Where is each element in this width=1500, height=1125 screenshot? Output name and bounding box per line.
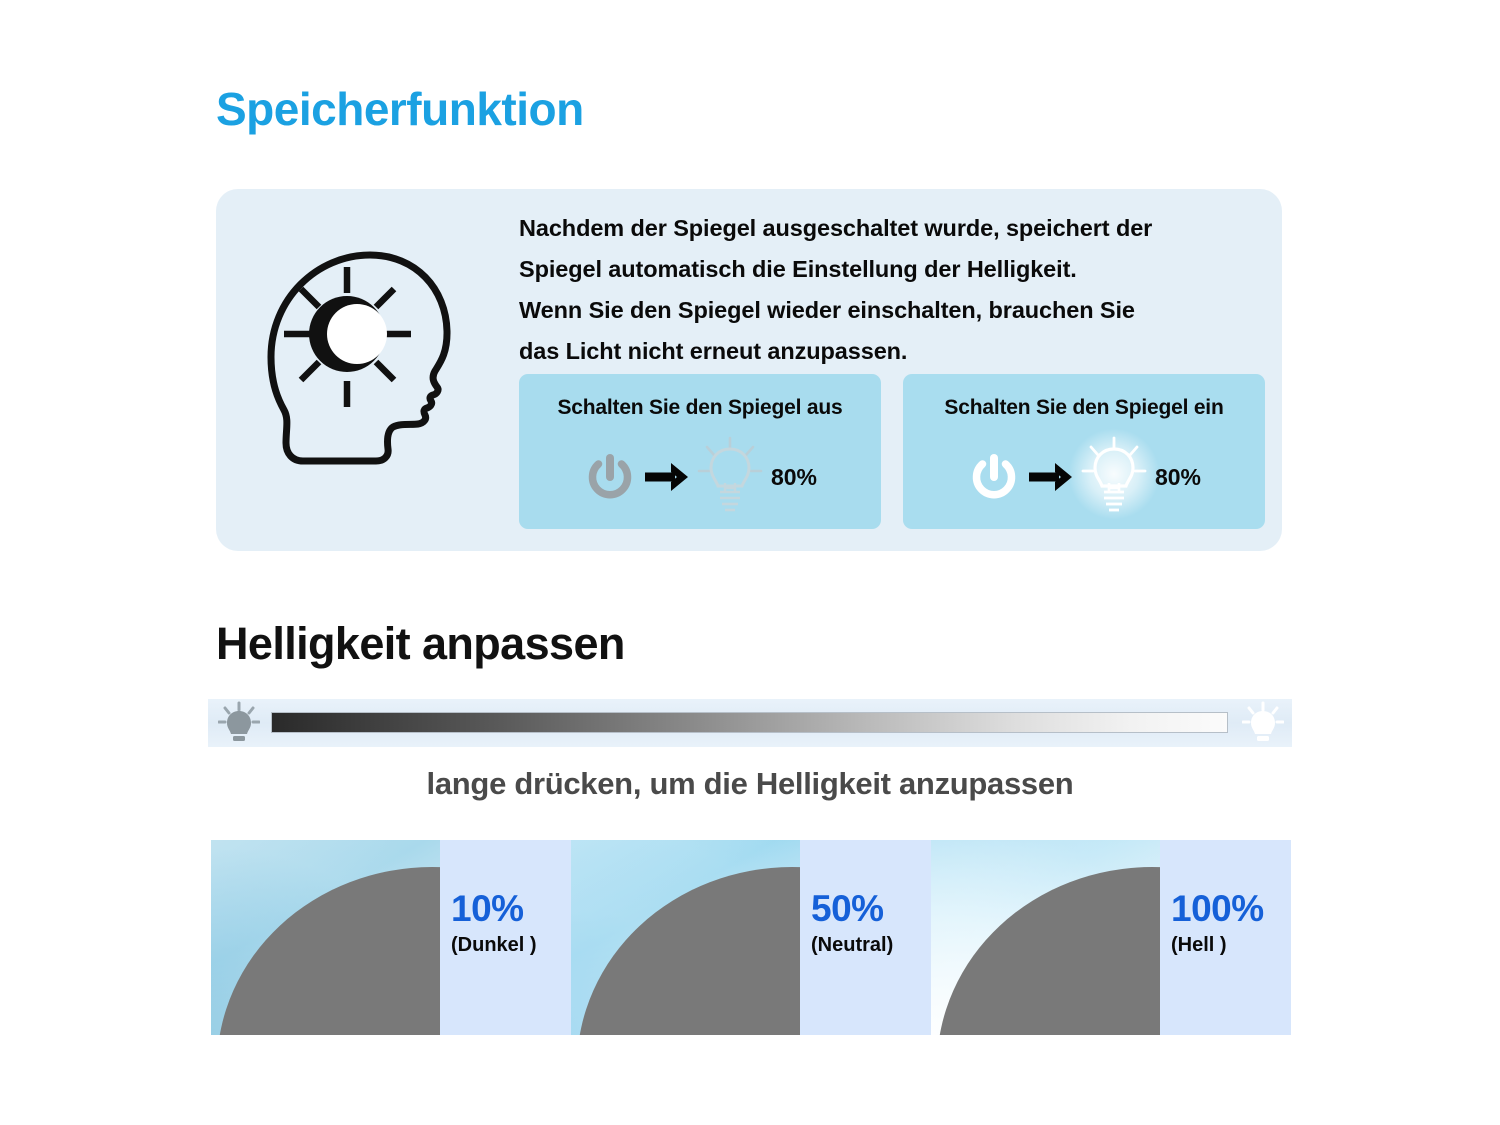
memory-description-line: Nachdem der Spiegel ausgeschaltet wurde,… [519,215,1153,241]
state-card-title: Schalten Sie den Spiegel aus [557,396,843,419]
power-icon [967,450,1021,504]
brightness-level-label: 100% (Hell ) [1160,840,1291,1035]
memory-description-line: Spiegel automatisch die Einstellung der … [519,256,1077,282]
brightness-level-panel[interactable]: 100% (Hell ) [931,840,1291,1035]
brightness-level-name: (Hell ) [1171,934,1227,956]
brightness-slider-caption: lange drücken, um die Helligkeit anzupas… [426,766,1074,801]
memory-description-line: das Licht nicht erneut anzupassen. [519,338,908,364]
state-card-percent: 80% [770,463,818,490]
brightness-level-percent: 10% [451,888,524,929]
state-card-power-on: Schalten Sie den Spiegel ein [903,374,1265,529]
power-icon [583,450,637,504]
brightness-section-title: Helligkeit anpassen [216,618,625,669]
state-card-title: Schalten Sie den Spiegel ein [944,396,1224,419]
lightbulb-dim-icon [217,701,261,745]
mirror-preview-bright [931,840,1160,1035]
state-card-row: 80% [519,432,881,522]
lightbulb-icon [697,435,763,519]
brightness-level-label: 50% (Neutral) [800,840,931,1035]
state-card-power-off: Schalten Sie den Spiegel aus [519,374,881,529]
brightness-level-panel[interactable]: 50% (Neutral) [571,840,931,1035]
brightness-level-percent: 100% [1171,888,1264,929]
brightness-level-panel[interactable]: 10% (Dunkel ) [211,840,571,1035]
page-title: Speicherfunktion [216,83,584,135]
arrow-right-icon [1027,460,1075,494]
mirror-preview-dark [211,840,440,1035]
brightness-level-label: 10% (Dunkel ) [440,840,571,1035]
memory-description: Nachdem der Spiegel ausgeschaltet wurde,… [519,208,1279,372]
brightness-level-strip: 10% (Dunkel ) 50% (Neutral) 100% (Hell ) [211,840,1291,1035]
lightbulb-glowing-icon [1067,427,1160,520]
lightbulb-bright-icon [1241,701,1285,745]
arrow-right-icon [643,460,691,494]
brightness-level-name: (Dunkel ) [451,934,537,956]
state-card-row: 80% [903,427,1265,522]
brightness-level-percent: 50% [811,888,884,929]
brightness-slider-track[interactable] [271,712,1228,733]
memory-function-card: Nachdem der Spiegel ausgeschaltet wurde,… [216,189,1282,551]
brightness-level-name: (Neutral) [811,934,894,956]
head-brightness-memory-icon [248,237,478,477]
brightness-slider[interactable] [208,699,1292,747]
memory-description-line: Wenn Sie den Spiegel wieder einschalten,… [519,297,1135,323]
mirror-preview-neutral [571,840,800,1035]
state-card-percent: 80% [1154,463,1202,490]
